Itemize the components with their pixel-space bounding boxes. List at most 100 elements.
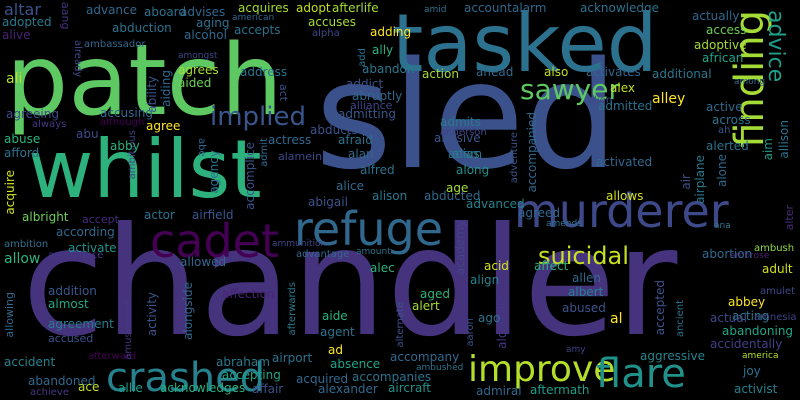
word-acid: acid (484, 259, 509, 273)
word-alongside: alongside (181, 282, 195, 340)
word-alex: alex (610, 81, 635, 95)
word-alter: alter (783, 205, 796, 231)
word-aging: aging (196, 16, 230, 30)
word-activist: activist (734, 382, 778, 396)
word-abe: abe (196, 138, 207, 157)
word-abused: abused (562, 301, 606, 315)
word-activates: activates (586, 65, 641, 79)
word-alarm: alarm (512, 1, 547, 15)
word-implied: implied (210, 102, 307, 132)
word-albright: albright (22, 210, 69, 224)
word-activate: activate (68, 241, 117, 255)
word-acquires: acquires (238, 1, 289, 15)
word-advice: advice (763, 10, 788, 83)
word-according: according (56, 225, 115, 239)
word-allen: allen (572, 271, 602, 285)
word-abraham: abraham (216, 355, 270, 369)
word-alone: alone (715, 154, 729, 188)
word-aboard: aboard (144, 5, 187, 19)
word-agency: agency (207, 150, 221, 194)
word-aang: aang (59, 2, 72, 30)
word-alerted: alerted (706, 139, 749, 153)
word-account: account (464, 1, 512, 15)
word-along: along (456, 163, 490, 177)
word-abusive: abusive (434, 131, 481, 145)
word-abandoned: abandoned (28, 374, 96, 388)
word-accusing: accusing (100, 106, 153, 120)
word-alpha: alpha (312, 28, 340, 39)
word-abigail: abigail (308, 195, 348, 209)
word-patch: patch (6, 24, 283, 138)
word-alert: alert (412, 299, 440, 313)
word-adam: adam (448, 147, 483, 161)
word-ali: ali (6, 71, 23, 87)
word-abbey: abbey (728, 295, 766, 309)
word-addict: addict (346, 77, 384, 91)
word-already: already (72, 40, 83, 78)
word-admitting: admitting (338, 107, 396, 121)
word-cadet: cadet (150, 214, 280, 268)
word-alcohol: alcohol (184, 28, 227, 42)
word-abuse: abuse (4, 132, 41, 146)
word-additional: additional (652, 67, 712, 81)
word-act: act (277, 84, 290, 102)
word-aided: aided (178, 76, 212, 90)
word-almost: almost (48, 297, 89, 311)
word-allowed: allowed (180, 255, 227, 269)
word-flare: flare (596, 351, 686, 397)
word-ad: ad (328, 343, 343, 357)
word-afterwards: afterwards (287, 282, 298, 336)
word-acquired: acquired (296, 372, 349, 386)
word-alison: alison (372, 189, 408, 203)
word-advises: advises (180, 5, 226, 19)
word-amulet: amulet (760, 286, 796, 297)
word-abducts: abducts (310, 123, 358, 137)
word-align: align (470, 273, 500, 287)
word-alive: alive (2, 28, 31, 42)
word-abby: abby (110, 139, 140, 153)
word-abducted: abducted (424, 189, 481, 203)
word-accompanied: accompanied (525, 112, 539, 193)
word-addition: addition (48, 284, 97, 298)
word-abu: abu (76, 127, 99, 141)
word-admitted: admitted (598, 99, 653, 113)
word-al: al (610, 311, 623, 327)
word-always: always (32, 119, 67, 130)
word-adventure: adventure (509, 132, 520, 184)
word-activated: activated (596, 155, 653, 169)
word-whilst: whilst (28, 123, 262, 216)
word-alexander: alexander (318, 382, 378, 396)
word-accomplice: accomplice (243, 142, 257, 210)
word-academy: academy (453, 220, 467, 276)
word-afford: afford (4, 146, 40, 160)
word-activity: activity (145, 292, 159, 337)
word-ally: ally (372, 43, 394, 57)
word-joy: joy (743, 364, 761, 378)
word-advantage: advantage (296, 249, 350, 260)
word-aiding: aiding (159, 70, 173, 107)
word-african: african (702, 51, 744, 65)
word-acquire: acquire (3, 170, 17, 215)
word-ammunition: ammunition (272, 239, 327, 249)
word-improve: improve (468, 349, 616, 390)
word-ambush: ambush (754, 243, 795, 254)
word-allowing: allowing (3, 292, 16, 338)
word-afterlife: afterlife (332, 1, 379, 15)
word-aggressive: aggressive (640, 349, 705, 363)
word-accepts: accepts (234, 23, 281, 37)
word-advance: advance (86, 3, 138, 17)
word-allow: allow (4, 251, 41, 267)
word-accuses: accuses (308, 15, 357, 29)
word-affection: affection (222, 287, 275, 301)
word-aaron: aaron (465, 318, 476, 347)
word-amount: amount (356, 247, 391, 257)
word-ah: ah (718, 125, 731, 136)
word-alice: alice (336, 179, 365, 193)
word-ambushed: ambushed (416, 363, 464, 373)
word-ago: ago (478, 311, 501, 325)
word-alternate: alternate (395, 302, 406, 348)
word-altar: altar (4, 0, 41, 19)
word-ambassador: ambassador (84, 39, 146, 50)
word-allison: allison (777, 120, 791, 159)
word-abandoning: abandoning (722, 324, 794, 338)
